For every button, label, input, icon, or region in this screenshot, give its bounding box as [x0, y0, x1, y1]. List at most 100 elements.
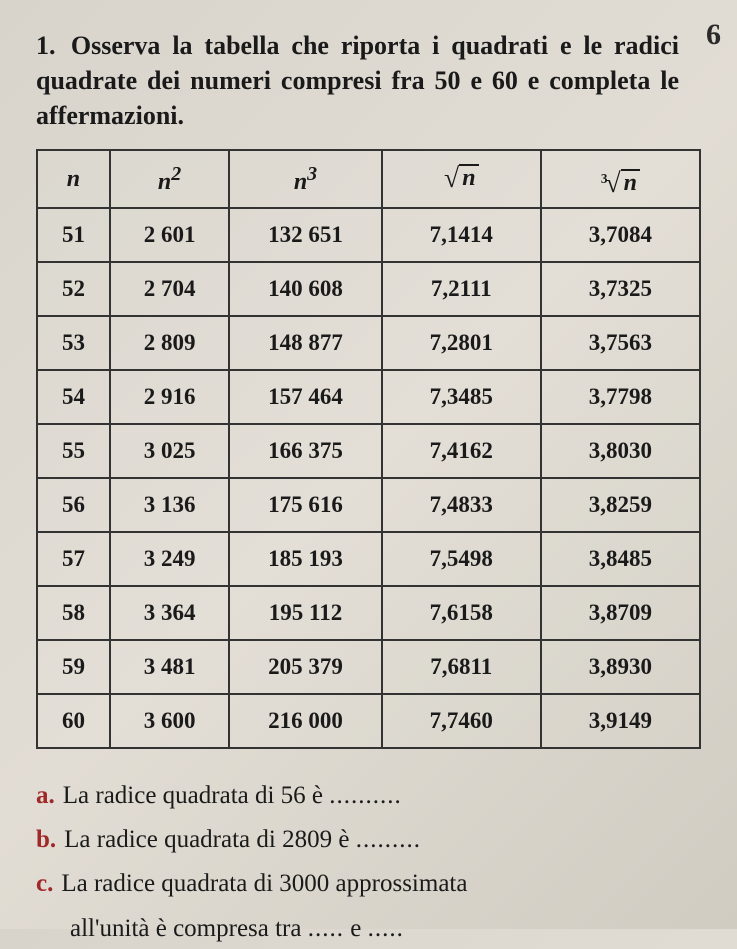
table-row: 512 601132 6517,14143,7084 [37, 208, 700, 262]
cell-sqrt: 7,6811 [382, 640, 541, 694]
answer-c-label: c. [36, 870, 53, 897]
cell-sqrt: 7,5498 [382, 532, 541, 586]
cell-n2: 3 249 [110, 532, 229, 586]
cell-cbrt: 3,7798 [541, 370, 700, 424]
cell-n2: 3 025 [110, 424, 229, 478]
cbrt-arg: n [621, 169, 640, 196]
cell-cbrt: 3,7325 [541, 262, 700, 316]
answer-c-blank1: ..... [308, 915, 344, 942]
cell-n3: 195 112 [229, 586, 381, 640]
header-n3-exp: 3 [307, 163, 317, 185]
cell-n3: 205 379 [229, 640, 381, 694]
cell-n: 53 [37, 316, 110, 370]
header-n3-base: n [294, 169, 307, 195]
answer-a-label: a. [36, 782, 55, 809]
cell-sqrt: 7,4833 [382, 478, 541, 532]
table-body: 512 601132 6517,14143,7084522 704140 608… [37, 208, 700, 748]
answer-c-text1: La radice quadrata di 3000 approssimata [61, 870, 467, 897]
cell-n3: 166 375 [229, 424, 381, 478]
cell-n3: 140 608 [229, 262, 381, 316]
cell-n: 55 [37, 424, 110, 478]
cell-n: 54 [37, 370, 110, 424]
cell-sqrt: 7,7460 [382, 694, 541, 748]
sqrt-symbol: √n [444, 164, 479, 192]
cell-n2: 2 704 [110, 262, 229, 316]
question-text: Osserva la tabella che riporta i quadrat… [36, 31, 679, 130]
cell-cbrt: 3,7084 [541, 208, 700, 262]
answer-a-blank: .......... [329, 782, 402, 809]
cell-n: 51 [37, 208, 110, 262]
question-number: 1. [36, 31, 56, 60]
cell-n2: 3 481 [110, 640, 229, 694]
answer-c-mid: e [344, 915, 368, 942]
cell-cbrt: 3,7563 [541, 316, 700, 370]
answers-block: a.La radice quadrata di 56 è .......... … [36, 775, 701, 949]
cell-n3: 175 616 [229, 478, 381, 532]
cell-n3: 216 000 [229, 694, 381, 748]
question-block: 1. Osserva la tabella che riporta i quad… [36, 28, 701, 133]
table-row: 522 704140 6087,21113,7325 [37, 262, 700, 316]
cell-n: 57 [37, 532, 110, 586]
table-head: n n2 n3 √n 3√n [37, 150, 700, 208]
question-container: 1. Osserva la tabella che riporta i quad… [36, 28, 701, 133]
cell-n: 58 [37, 586, 110, 640]
table-row: 573 249185 1937,54983,8485 [37, 532, 700, 586]
answer-b-label: b. [36, 826, 56, 853]
cbrt-index: 3 [601, 171, 608, 187]
page-corner-number: 6 [706, 18, 721, 52]
answer-b-blank: ......... [356, 826, 421, 853]
cell-sqrt: 7,6158 [382, 586, 541, 640]
cell-n3: 157 464 [229, 370, 381, 424]
table-row: 593 481205 3797,68113,8930 [37, 640, 700, 694]
answer-c-text2: all'unità è compresa tra [70, 915, 308, 942]
cell-n3: 185 193 [229, 532, 381, 586]
cell-n3: 132 651 [229, 208, 381, 262]
cell-sqrt: 7,2801 [382, 316, 541, 370]
answer-c-line1: c. La radice quadrata di 3000 approssimat… [36, 863, 701, 904]
cell-n2: 2 809 [110, 316, 229, 370]
table-row: 553 025166 3757,41623,8030 [37, 424, 700, 478]
answer-a: a.La radice quadrata di 56 è .......... [36, 775, 701, 816]
cbrt-symbol: 3√n [601, 169, 640, 197]
table-row: 563 136175 6167,48333,8259 [37, 478, 700, 532]
table-header-row: n n2 n3 √n 3√n [37, 150, 700, 208]
header-n: n [37, 150, 110, 208]
cell-cbrt: 3,8709 [541, 586, 700, 640]
cell-sqrt: 7,3485 [382, 370, 541, 424]
answer-b-text: La radice quadrata di 2809 è [64, 826, 356, 853]
cell-cbrt: 3,8930 [541, 640, 700, 694]
cell-sqrt: 7,4162 [382, 424, 541, 478]
radical-icon: √ [605, 169, 620, 197]
cell-n2: 2 601 [110, 208, 229, 262]
answer-c-blank2: ..... [368, 915, 404, 942]
cell-cbrt: 3,9149 [541, 694, 700, 748]
cell-cbrt: 3,8030 [541, 424, 700, 478]
cell-n2: 2 916 [110, 370, 229, 424]
cell-n2: 3 600 [110, 694, 229, 748]
table-row: 603 600216 0007,74603,9149 [37, 694, 700, 748]
cell-n: 56 [37, 478, 110, 532]
table-row: 583 364195 1127,61583,8709 [37, 586, 700, 640]
answer-b: b. La radice quadrata di 2809 è ......... [36, 819, 701, 860]
header-n-cubed: n3 [229, 150, 381, 208]
cell-n: 52 [37, 262, 110, 316]
cell-n2: 3 364 [110, 586, 229, 640]
header-sqrt-n: √n [382, 150, 541, 208]
answer-c-line2: all'unità è compresa tra ..... e ..... [36, 908, 701, 949]
table-row: 542 916157 4647,34853,7798 [37, 370, 700, 424]
cell-n: 59 [37, 640, 110, 694]
sqrt-arg: n [459, 164, 478, 191]
cell-n3: 148 877 [229, 316, 381, 370]
cell-sqrt: 7,1414 [382, 208, 541, 262]
header-n2-exp: 2 [171, 163, 181, 185]
radical-icon: √ [444, 164, 459, 192]
table-row: 532 809148 8777,28013,7563 [37, 316, 700, 370]
header-n-squared: n2 [110, 150, 229, 208]
cell-n: 60 [37, 694, 110, 748]
cell-n2: 3 136 [110, 478, 229, 532]
cell-cbrt: 3,8485 [541, 532, 700, 586]
header-n2-base: n [158, 169, 171, 195]
cell-cbrt: 3,8259 [541, 478, 700, 532]
cell-sqrt: 7,2111 [382, 262, 541, 316]
data-table: n n2 n3 √n 3√n 512 601132 6517,14143,708… [36, 149, 701, 749]
